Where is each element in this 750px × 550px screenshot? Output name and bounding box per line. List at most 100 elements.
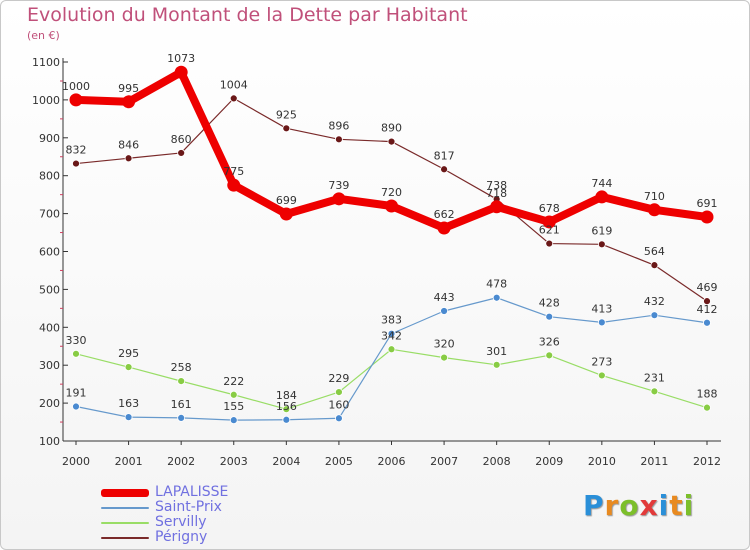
data-point-p-rigny: [177, 149, 186, 157]
data-point-lapalisse: [490, 200, 504, 214]
data-label-p-rigny: 564: [644, 245, 665, 258]
data-label-saint-prix: 478: [486, 278, 507, 291]
x-tick-label: 2008: [483, 455, 511, 468]
y-tick-label: 400: [39, 321, 60, 334]
legend-swatch: [101, 506, 149, 509]
data-label-lapalisse: 744: [591, 177, 612, 190]
logo-letter: t: [669, 489, 684, 522]
y-tick-label: 700: [39, 208, 60, 221]
data-label-servilly: 295: [118, 347, 139, 360]
data-label-saint-prix: 443: [434, 291, 455, 304]
data-point-p-rigny: [282, 124, 291, 133]
data-label-saint-prix: 432: [644, 295, 665, 308]
data-point-p-rigny: [703, 297, 711, 306]
data-label-p-rigny: 738: [486, 179, 507, 192]
data-label-saint-prix: 156: [276, 400, 297, 413]
x-tick-label: 2005: [325, 455, 353, 468]
logo-letter: x: [639, 489, 659, 522]
data-label-servilly: 222: [223, 375, 244, 388]
data-label-servilly: 342: [381, 329, 402, 342]
data-label-p-rigny: 860: [171, 133, 192, 146]
data-label-lapalisse: 775: [223, 165, 244, 178]
data-label-lapalisse: 718: [486, 187, 507, 200]
data-point-servilly: [597, 371, 606, 380]
data-point-lapalisse: [69, 93, 83, 107]
data-point-servilly: [703, 403, 711, 412]
x-tick-label: 2004: [272, 455, 300, 468]
data-label-servilly: 188: [697, 388, 718, 401]
legend-item-p-rigny: Périgny: [101, 530, 228, 545]
data-point-lapalisse: [227, 178, 241, 192]
legend: LAPALISSE Saint-Prix Servilly Périgny: [101, 485, 228, 545]
chart-subtitle: (en €): [27, 29, 60, 42]
data-label-lapalisse: 739: [328, 179, 349, 192]
data-label-p-rigny: 621: [539, 224, 560, 237]
data-point-saint-prix: [387, 329, 396, 338]
x-tick-label: 2007: [430, 455, 458, 468]
data-point-lapalisse: [647, 203, 661, 217]
data-label-saint-prix: 412: [697, 303, 718, 316]
data-label-lapalisse: 678: [539, 202, 560, 215]
data-point-saint-prix: [282, 415, 291, 424]
data-point-saint-prix: [703, 318, 711, 327]
data-point-saint-prix: [177, 413, 186, 422]
data-label-lapalisse: 699: [276, 194, 297, 207]
data-point-p-rigny: [440, 165, 448, 174]
data-point-lapalisse: [332, 192, 346, 206]
data-point-p-rigny: [335, 135, 343, 144]
data-point-lapalisse: [595, 190, 609, 204]
series-layer: [69, 65, 714, 425]
data-label-p-rigny: 890: [381, 122, 402, 135]
legend-swatch: [101, 521, 149, 524]
data-point-saint-prix: [545, 312, 554, 321]
logo-letter: i: [683, 489, 695, 522]
data-label-servilly: 273: [591, 355, 612, 368]
data-point-lapalisse: [279, 207, 293, 221]
data-label-saint-prix: 413: [591, 302, 612, 315]
y-tick-label: 100: [39, 435, 60, 448]
data-point-p-rigny: [72, 159, 80, 168]
logo-letter: P: [583, 489, 605, 522]
data-point-p-rigny: [387, 137, 396, 146]
x-tick-label: 2010: [588, 455, 616, 468]
proxiti-logo: Proxiti: [583, 489, 694, 522]
legend-swatch: [101, 536, 149, 539]
data-label-p-rigny: 817: [434, 149, 455, 162]
data-label-p-rigny: 846: [118, 138, 139, 151]
data-point-servilly: [124, 363, 133, 371]
data-point-servilly: [545, 351, 554, 360]
data-label-p-rigny: 1004: [220, 78, 248, 91]
data-point-lapalisse: [700, 210, 714, 224]
data-label-servilly: 231: [644, 371, 665, 384]
data-label-lapalisse: 1000: [62, 80, 90, 93]
data-point-servilly: [229, 390, 238, 399]
x-tick-label: 2011: [640, 455, 668, 468]
data-point-lapalisse: [122, 95, 136, 109]
data-point-p-rigny: [545, 239, 554, 248]
data-point-servilly: [335, 388, 343, 397]
data-label-saint-prix: 161: [171, 398, 192, 411]
data-label-p-rigny: 469: [697, 281, 718, 294]
data-point-saint-prix: [492, 293, 501, 302]
x-tick-label: 2006: [378, 455, 406, 468]
data-labels-layer: 832 846 860 1004 925 896 890 817 738 621 619 564 469…: [62, 52, 718, 413]
data-label-p-rigny: 925: [276, 108, 297, 121]
data-label-servilly: 320: [434, 338, 455, 351]
x-tick-label: 2001: [115, 455, 143, 468]
data-label-saint-prix: 163: [118, 397, 139, 410]
data-point-saint-prix: [597, 318, 606, 327]
legend-item-lapalisse: LAPALISSE: [101, 485, 228, 500]
data-point-servilly: [440, 353, 448, 362]
data-label-saint-prix: 428: [539, 297, 560, 310]
x-tick-label: 2012: [693, 455, 721, 468]
data-point-servilly: [72, 349, 80, 358]
data-label-servilly: 258: [171, 361, 192, 374]
legend-label: Saint-Prix: [155, 499, 222, 515]
legend-label: Périgny: [155, 529, 208, 545]
data-point-servilly: [650, 387, 659, 396]
data-point-saint-prix: [72, 402, 80, 411]
data-point-servilly: [492, 360, 501, 369]
data-label-p-rigny: 896: [328, 119, 349, 132]
